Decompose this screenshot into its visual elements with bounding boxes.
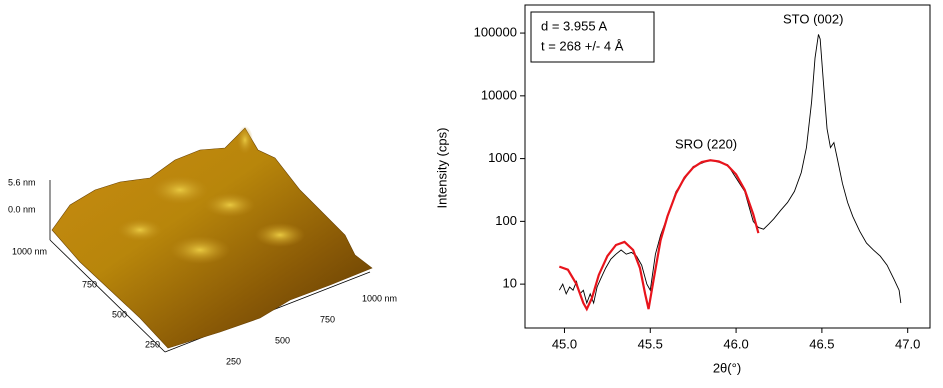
- x-tick-label: 47.0: [895, 336, 920, 351]
- z-label: 5.6 nm: [8, 177, 36, 187]
- x-tick-label: 45.5: [638, 336, 663, 351]
- annotation-box: [530, 11, 655, 63]
- axis-label: 750: [82, 279, 97, 289]
- plot-frame: [524, 4, 931, 329]
- x-tick-label: 46.5: [809, 336, 834, 351]
- surface-bump: [205, 193, 255, 217]
- y-axis-title: Intensity (cps): [434, 128, 449, 209]
- series-line: [558, 159, 760, 312]
- annotation: d = 3.955 A: [541, 18, 607, 33]
- peak-label: STO (002): [783, 11, 843, 26]
- afm-image: 5.6 nm 0.0 nm 1000 nm 750 500 250 250 50…: [8, 126, 397, 366]
- axis-label: 250: [226, 356, 241, 366]
- y-tick-label: 10: [503, 276, 517, 291]
- surface-bump: [255, 223, 305, 247]
- axis-label: 250: [145, 339, 160, 349]
- peak-label: SRO (220): [675, 136, 737, 151]
- z-label: 0.0 nm: [8, 204, 36, 214]
- axis-label: 1000 nm: [362, 293, 397, 303]
- surface-bump: [170, 236, 230, 264]
- xrd-chart: d = 3.955 A t = 268 +/- 4 Å SRO (220) ST…: [434, 4, 931, 375]
- surface-bump: [152, 176, 208, 204]
- surface-bump: [237, 126, 253, 154]
- x-tick-label: 45.0: [552, 336, 577, 351]
- annotation: t = 268 +/- 4 Å: [541, 38, 624, 53]
- y-tick-label: 100: [495, 213, 517, 228]
- axis: [49, 239, 166, 353]
- axis-label: 1000 nm: [12, 246, 47, 256]
- y-tick-label: 100000: [474, 25, 517, 40]
- y-tick-label: 10000: [481, 87, 517, 102]
- axis-label: 500: [112, 309, 127, 319]
- x-axis-title: 2θ(°): [713, 360, 741, 375]
- y-tick-label: 1000: [488, 150, 517, 165]
- surface-bump: [118, 219, 162, 241]
- axis-label: 500: [275, 335, 290, 345]
- x-tick-label: 46.0: [723, 336, 748, 351]
- axis-label: 750: [320, 314, 335, 324]
